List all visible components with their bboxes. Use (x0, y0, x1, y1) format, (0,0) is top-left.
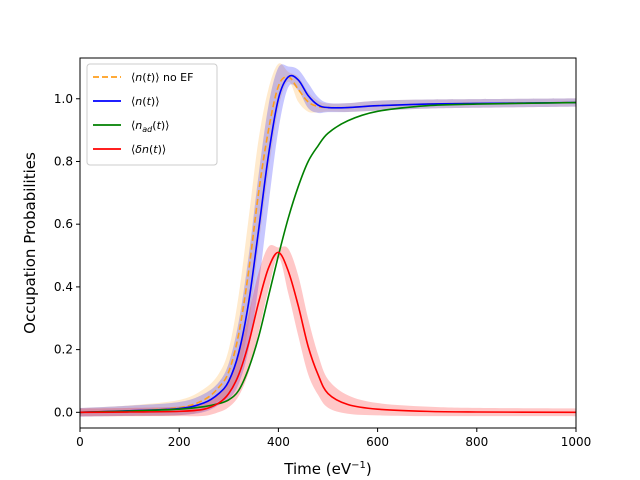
legend-label-0: ⟨n(t)⟩ no EF (131, 71, 193, 84)
x-tick-label: 200 (168, 435, 191, 449)
legend-frame (86, 63, 218, 166)
plot-frame (79, 57, 577, 429)
y-tick-label: 0.4 (54, 280, 73, 294)
y-tick-label: 1.0 (54, 92, 73, 106)
y-axis-label: Occupation Probabilities (21, 152, 39, 334)
legend-label-2: ⟨nad(t)⟩ (131, 119, 169, 134)
series-lines (79, 74, 577, 414)
line-series-1 (79, 74, 577, 414)
x-tick-label: 0 (76, 435, 84, 449)
y-tick-label: 0.8 (54, 154, 73, 168)
confidence-bands (80, 63, 576, 417)
x-axis-label-main: Time (eV (283, 460, 352, 478)
x-axis-label: Time (eV−1) (283, 460, 371, 478)
x-axis-label-sup: −1 (351, 460, 366, 471)
y-tick-label: 0.0 (54, 405, 73, 419)
legend-label-3: ⟨δn(t)⟩ (131, 143, 166, 156)
x-axis-label-close: ) (366, 460, 372, 478)
x-tick-label: 1000 (561, 435, 592, 449)
y-tick-label: 0.2 (54, 343, 73, 357)
x-tick-label: 800 (465, 435, 488, 449)
band-series-3 (80, 245, 576, 417)
y-tick-label: 0.6 (54, 217, 73, 231)
y-axis-ticks: 0.0 0.2 0.4 0.6 0.8 1.0 (54, 92, 80, 419)
legend-label-1: ⟨n(t)⟩ (131, 95, 160, 108)
x-axis-ticks: 0 200 400 600 800 1000 (76, 428, 591, 449)
x-tick-label: 400 (267, 435, 290, 449)
line-series-2 (79, 101, 577, 414)
x-tick-label: 600 (366, 435, 389, 449)
band-series-1 (80, 64, 576, 417)
line-series-3 (79, 251, 577, 414)
legend: ⟨n(t)⟩ no EF ⟨n(t)⟩ ⟨nad(t)⟩ ⟨δn(t)⟩ (86, 63, 218, 166)
